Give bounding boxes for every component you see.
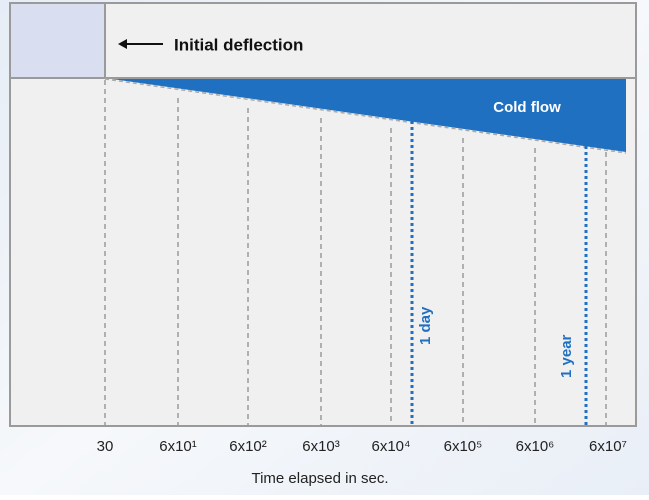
x-tick-label: 6x10³ [302, 438, 340, 455]
x-tick-label: 6x10⁶ [516, 438, 555, 455]
cold-flow-region [112, 79, 626, 152]
grid [104, 80, 607, 425]
x-axis-title: Time elapsed in sec. [251, 470, 388, 487]
panel [9, 2, 637, 427]
flow-edge [104, 78, 627, 154]
arrow-head [118, 39, 127, 49]
marker-label: 1 day [417, 306, 434, 345]
region-label: Cold flow [493, 99, 561, 116]
x-ticks: 30 6x10¹ 6x10² 6x10³ 6x10⁴ 6x10⁵ 6x10⁶ 6… [97, 438, 627, 455]
x-tick-label: 6x10¹ [159, 438, 197, 455]
marker-label: 1 year [558, 334, 575, 378]
top-label: Initial deflection [174, 35, 303, 54]
x-tick-label: 6x10⁴ [372, 438, 411, 455]
x-tick-label: 30 [97, 438, 114, 455]
initial-cell [11, 4, 105, 78]
x-tick-label: 6x10⁷ [589, 438, 627, 455]
x-tick-label: 6x10² [229, 438, 267, 455]
x-tick-label: 6x10⁵ [444, 438, 483, 455]
